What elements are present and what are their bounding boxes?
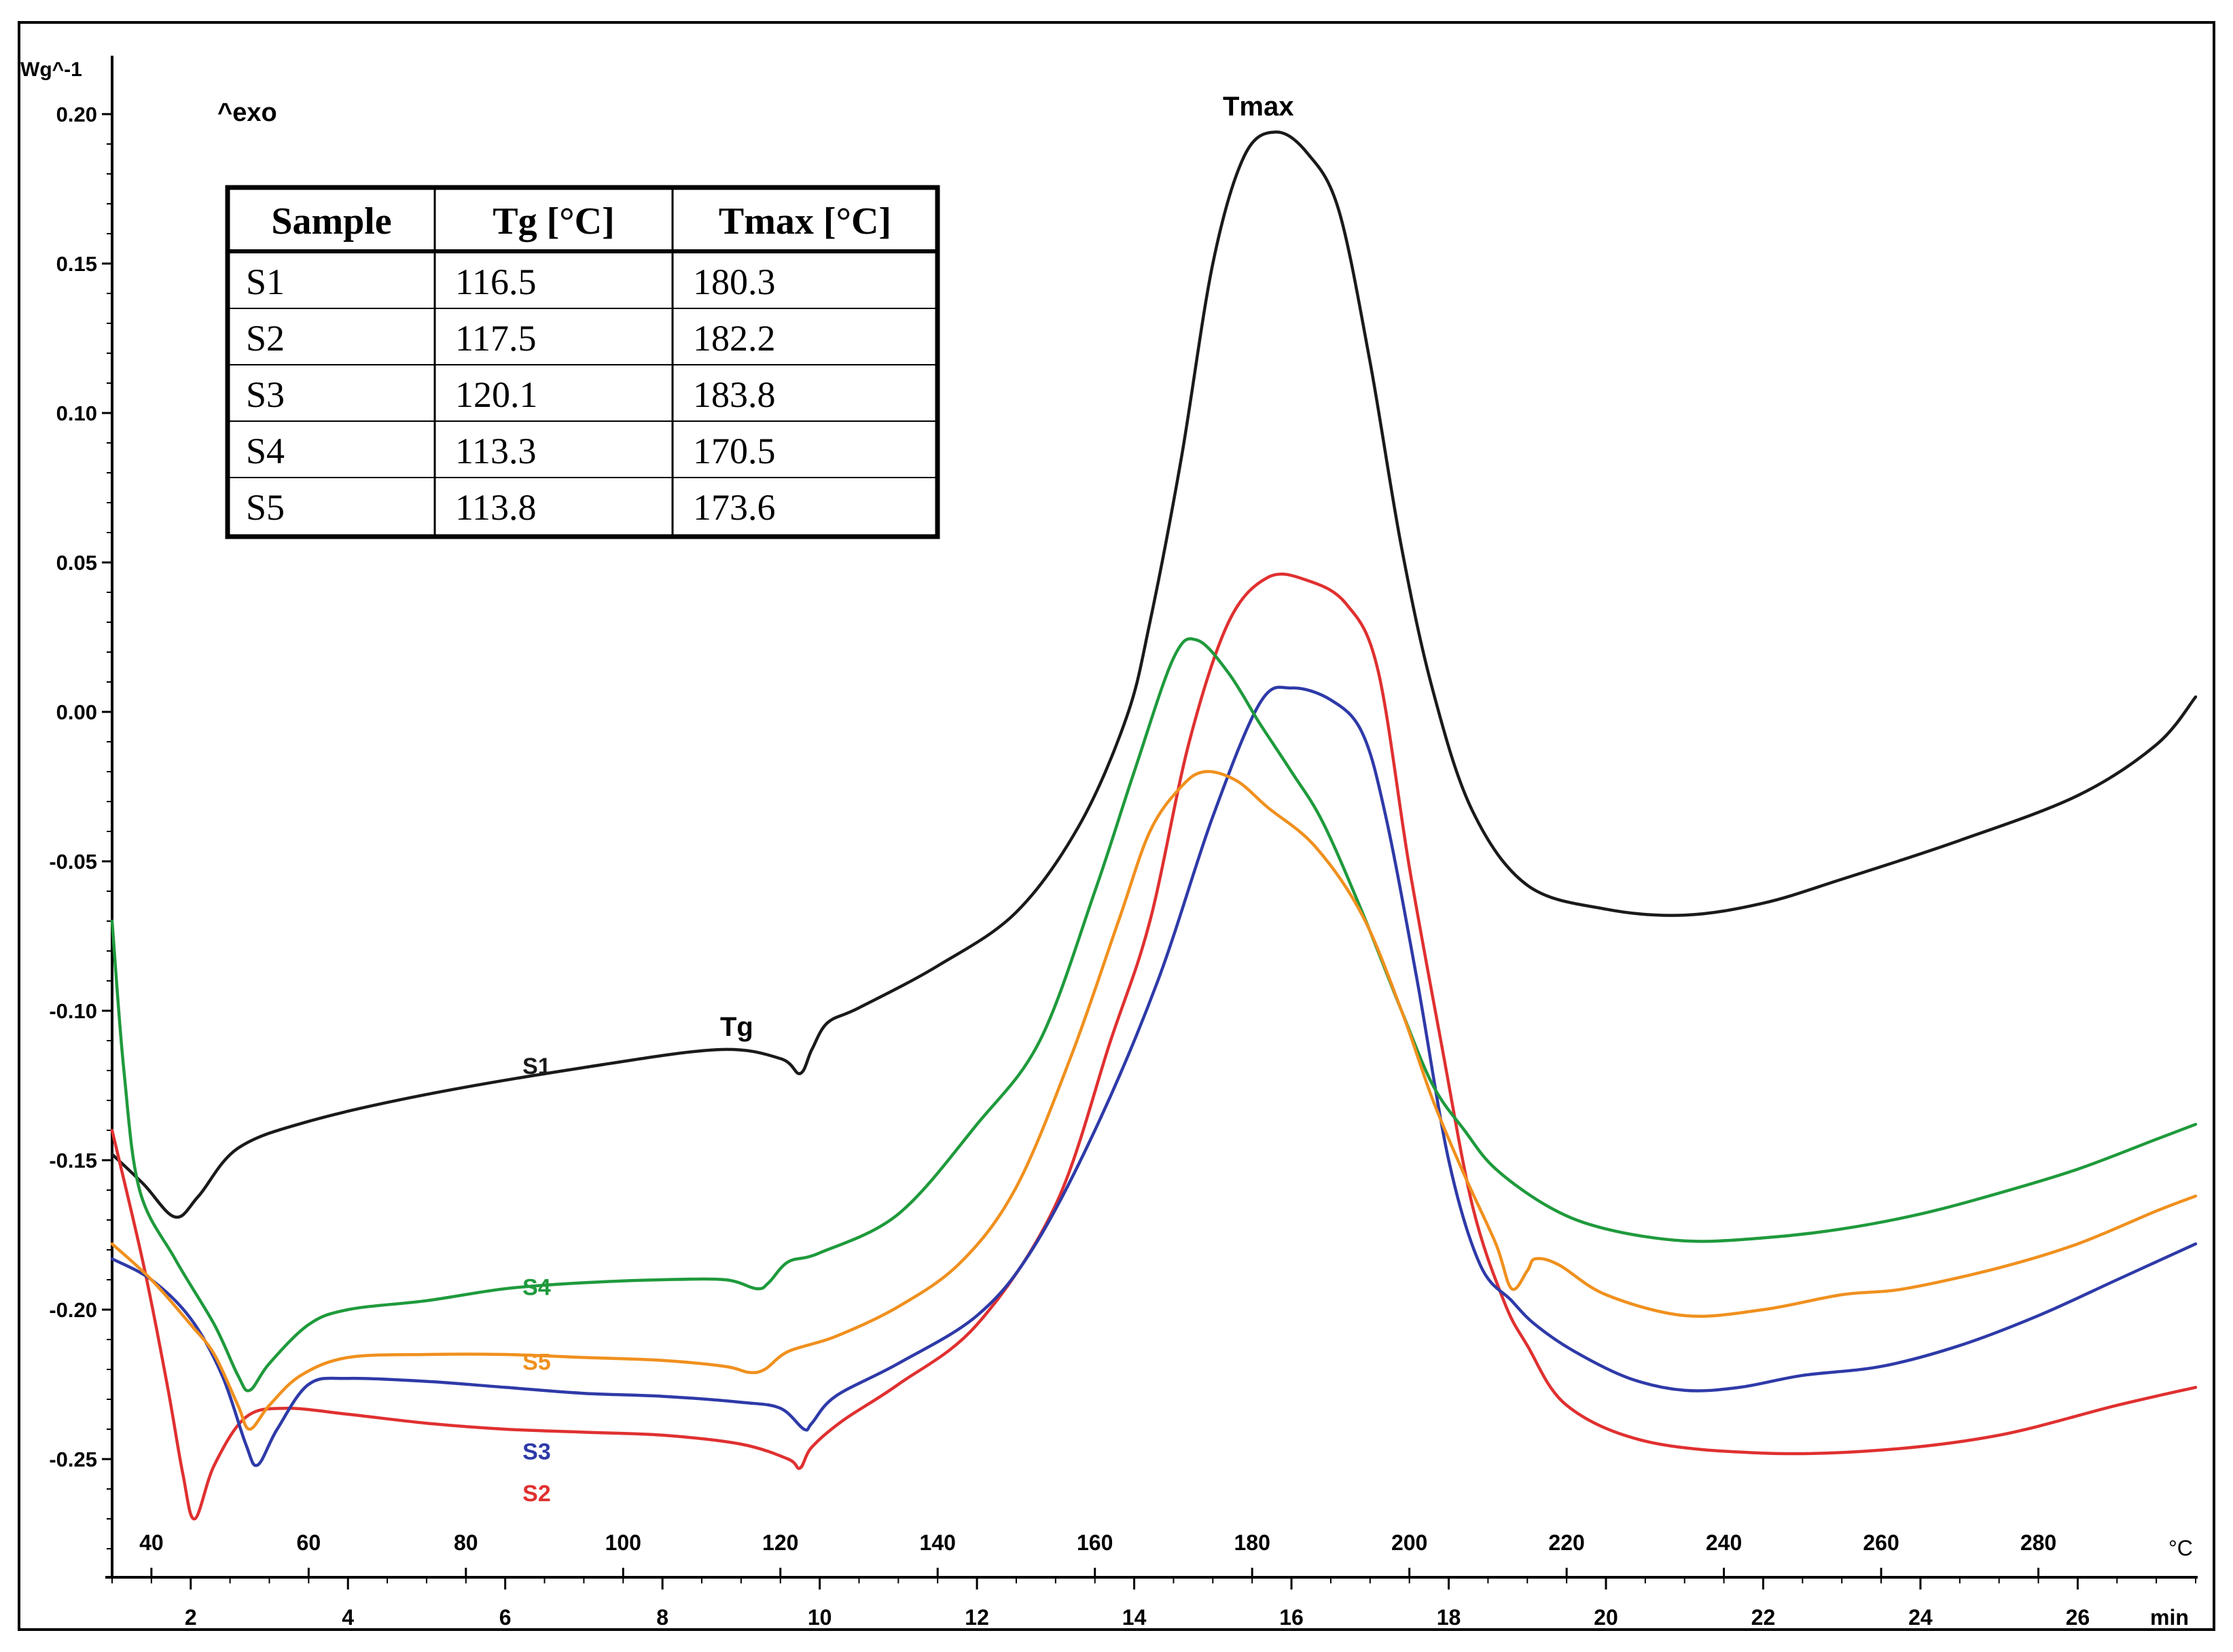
temperature-tick-label: 280 — [2020, 1530, 2056, 1555]
table-cell: 113.3 — [455, 431, 537, 471]
temperature-tick-label: 100 — [605, 1530, 641, 1555]
time-tick-label: 4 — [342, 1605, 354, 1630]
series-s1-line — [110, 130, 2198, 1219]
table-cell: 113.8 — [455, 487, 537, 528]
time-tick-label: 10 — [808, 1605, 832, 1630]
table-cell: 173.6 — [693, 487, 776, 528]
exo-direction-label: ^exo — [217, 98, 277, 127]
time-tick-label: 8 — [656, 1605, 668, 1630]
y-tick-label: 0.15 — [56, 252, 97, 276]
time-tick-label: 20 — [1594, 1605, 1618, 1630]
y-tick-label: -0.25 — [49, 1448, 97, 1471]
time-tick-label: 12 — [965, 1605, 989, 1630]
temperature-tick-label: 140 — [920, 1530, 956, 1555]
time-tick-label: 6 — [499, 1605, 512, 1630]
series-s3-line — [110, 685, 2198, 1467]
tg-annotation: Tg — [720, 1012, 753, 1042]
temperature-tick-label: 260 — [1863, 1530, 1899, 1555]
table-header-tmax: Tmax [°C] — [719, 200, 891, 243]
time-tick-label: 16 — [1279, 1605, 1304, 1630]
series-s2-line — [110, 572, 2198, 1521]
temperature-unit: °C — [2168, 1536, 2193, 1560]
temperature-tick-label: 200 — [1391, 1530, 1427, 1555]
y-tick-label: -0.15 — [49, 1149, 97, 1172]
time-tick-label: 2 — [185, 1605, 197, 1630]
table-header-tg: Tg [°C] — [493, 200, 614, 243]
series-s3-label: S3 — [522, 1439, 551, 1465]
table-cell: S4 — [246, 431, 285, 471]
time-tick-label: 18 — [1437, 1605, 1461, 1630]
time-tick-label: 26 — [2066, 1605, 2090, 1630]
series-s4-label: S4 — [522, 1274, 551, 1300]
table-cell: 183.8 — [693, 374, 776, 415]
time-unit: min — [2150, 1605, 2189, 1630]
table-cell: 117.5 — [455, 318, 537, 359]
temperature-tick-label: 220 — [1548, 1530, 1584, 1555]
table-cell: S5 — [246, 487, 285, 528]
y-tick-label: 0.00 — [56, 700, 97, 724]
table-header-sample: Sample — [271, 200, 391, 243]
series-s5-label: S5 — [522, 1349, 551, 1375]
temperature-tick-label: 180 — [1234, 1530, 1270, 1555]
temperature-tick-label: 40 — [139, 1530, 164, 1555]
table-cell: 180.3 — [693, 262, 776, 302]
y-tick-label: -0.20 — [49, 1298, 97, 1322]
y-tick-label: -0.05 — [49, 850, 97, 874]
tmax-annotation: Tmax — [1223, 92, 1294, 122]
series-s1-label: S1 — [522, 1054, 551, 1079]
temperature-tick-label: 80 — [454, 1530, 478, 1555]
temperature-tick-label: 160 — [1077, 1530, 1113, 1555]
series-s2-label: S2 — [522, 1481, 551, 1507]
figure-border — [18, 21, 2215, 1631]
table-cell: 170.5 — [693, 431, 776, 471]
time-tick-label: 22 — [1751, 1605, 1776, 1630]
temperature-tick-label: 120 — [762, 1530, 798, 1555]
table-cell: S2 — [246, 318, 285, 359]
y-tick-label: 0.05 — [56, 551, 97, 575]
y-tick-label: 0.20 — [56, 103, 97, 126]
table-cell: S1 — [246, 262, 285, 302]
y-tick-label: 0.10 — [56, 401, 97, 425]
temperature-tick-label: 240 — [1706, 1530, 1742, 1555]
temperature-tick-label: 60 — [297, 1530, 321, 1555]
series-s5-line — [110, 770, 2198, 1431]
results-table: Sample Tg [°C] Tmax [°C] S1 116.5 180.3 … — [225, 185, 940, 539]
y-tick-label: -0.10 — [49, 999, 97, 1023]
y-axis-unit: Wg^-1 — [20, 58, 82, 81]
table-cell: 182.2 — [693, 318, 776, 359]
series-s4-line — [110, 637, 2198, 1393]
table-cell: 116.5 — [455, 262, 537, 302]
time-tick-label: 24 — [1908, 1605, 1933, 1630]
table-cell: 120.1 — [455, 374, 538, 415]
time-tick-label: 14 — [1122, 1605, 1147, 1630]
table-cell: S3 — [246, 374, 285, 415]
